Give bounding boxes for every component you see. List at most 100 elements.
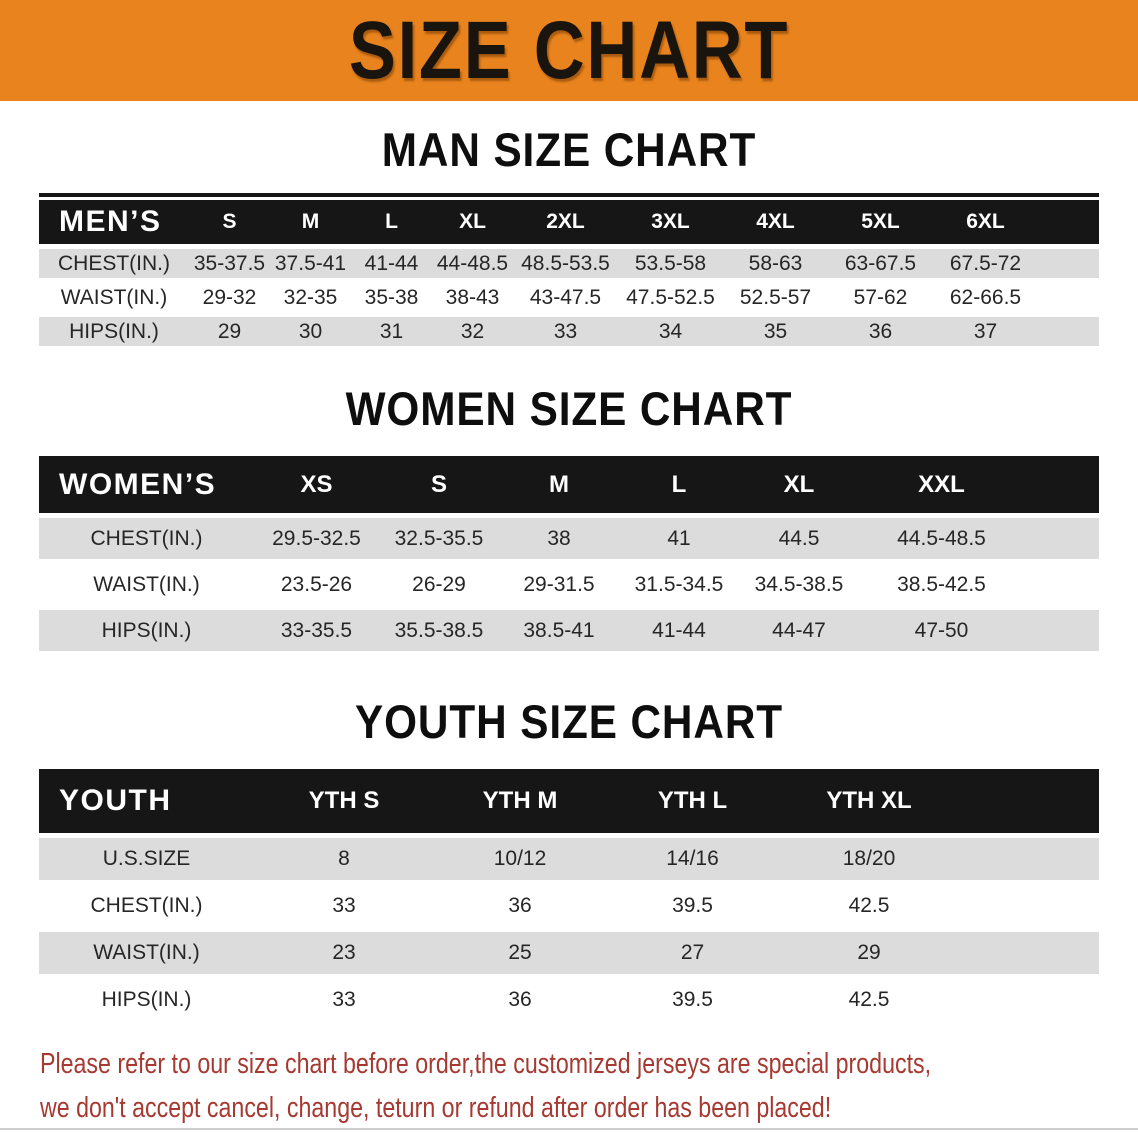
row-label: WAIST(IN.) xyxy=(39,280,189,317)
size-cell: 39.5 xyxy=(606,976,779,1026)
spacer-cell xyxy=(1038,314,1099,351)
table-row: WAIST(IN.) 29-32 32-35 35-38 38-43 43-47… xyxy=(39,280,1099,317)
women-section-heading: WOMEN SIZE CHART xyxy=(345,382,793,435)
spacer-cell xyxy=(959,929,1099,979)
size-cell: 38 xyxy=(499,515,619,564)
size-cell: 35.5-38.5 xyxy=(379,607,499,656)
size-cell: 27 xyxy=(606,929,779,979)
column-header: 5XL xyxy=(828,200,933,249)
size-cell: 41 xyxy=(619,515,739,564)
column-header: S xyxy=(379,456,499,518)
column-header: 4XL xyxy=(723,200,828,249)
size-cell: 23 xyxy=(254,929,434,979)
size-cell: 25 xyxy=(434,929,606,979)
spacer-cell xyxy=(1024,607,1099,656)
note-line-2: we don't accept cancel, change, teturn o… xyxy=(40,1092,832,1124)
size-cell: 8 xyxy=(254,835,434,885)
size-cell: 35-38 xyxy=(351,280,432,317)
size-cell: 36 xyxy=(434,976,606,1026)
youth-section-heading: YOUTH SIZE CHART xyxy=(354,695,784,748)
size-cell: 23.5-26 xyxy=(254,561,379,610)
size-cell: 34.5-38.5 xyxy=(739,561,859,610)
spacer-cell xyxy=(959,769,1099,838)
size-cell: 63-67.5 xyxy=(828,246,933,283)
men-table-wrap: MEN’S S M L XL 2XL 3XL 4XL 5XL 6XL CHEST… xyxy=(39,193,1099,351)
column-header: S xyxy=(189,200,270,249)
table-row: HIPS(IN.) 29 30 31 32 33 34 35 36 37 xyxy=(39,314,1099,351)
bottom-divider xyxy=(0,1128,1138,1130)
women-corner-label: WOMEN’S xyxy=(39,456,254,518)
spacer-cell xyxy=(959,835,1099,885)
size-cell: 34 xyxy=(618,314,723,351)
order-policy-note: Please refer to our size chart before or… xyxy=(40,1042,931,1130)
banner: SIZE CHART xyxy=(0,0,1138,101)
size-cell: 42.5 xyxy=(779,882,959,932)
spacer-cell xyxy=(1024,515,1099,564)
spacer-cell xyxy=(959,976,1099,1026)
size-cell: 42.5 xyxy=(779,976,959,1026)
column-header: YTH L xyxy=(606,769,779,838)
column-header: YTH XL xyxy=(779,769,959,838)
row-label: CHEST(IN.) xyxy=(39,515,254,564)
size-cell: 67.5-72 xyxy=(933,246,1038,283)
size-cell: 48.5-53.5 xyxy=(513,246,618,283)
size-cell: 33-35.5 xyxy=(254,607,379,656)
size-cell: 52.5-57 xyxy=(723,280,828,317)
size-cell: 38.5-42.5 xyxy=(859,561,1024,610)
men-table-topline xyxy=(39,193,1099,197)
size-cell: 38-43 xyxy=(432,280,513,317)
youth-header-row: YOUTH YTH S YTH M YTH L YTH XL xyxy=(39,769,1099,838)
size-cell: 29 xyxy=(189,314,270,351)
row-label: CHEST(IN.) xyxy=(39,882,254,932)
size-cell: 18/20 xyxy=(779,835,959,885)
size-cell: 30 xyxy=(270,314,351,351)
women-table-wrap: WOMEN’S XS S M L XL XXL CHEST(IN.) 29.5-… xyxy=(39,456,1099,656)
spacer-cell xyxy=(1024,456,1099,518)
size-cell: 53.5-58 xyxy=(618,246,723,283)
size-cell: 10/12 xyxy=(434,835,606,885)
size-cell: 47-50 xyxy=(859,607,1024,656)
table-row: WAIST(IN.) 23.5-26 26-29 29-31.5 31.5-34… xyxy=(39,561,1099,610)
size-cell: 32 xyxy=(432,314,513,351)
column-header: 6XL xyxy=(933,200,1038,249)
spacer-cell xyxy=(1024,561,1099,610)
size-cell: 29 xyxy=(779,929,959,979)
table-row: HIPS(IN.) 33-35.5 35.5-38.5 38.5-41 41-4… xyxy=(39,607,1099,656)
column-header: XL xyxy=(739,456,859,518)
size-cell: 33 xyxy=(254,882,434,932)
column-header: M xyxy=(499,456,619,518)
row-label: CHEST(IN.) xyxy=(39,246,189,283)
size-cell: 57-62 xyxy=(828,280,933,317)
youth-corner-label: YOUTH xyxy=(39,769,254,838)
size-cell: 35 xyxy=(723,314,828,351)
size-cell: 38.5-41 xyxy=(499,607,619,656)
size-cell: 37.5-41 xyxy=(270,246,351,283)
size-cell: 41-44 xyxy=(619,607,739,656)
men-corner-label: MEN’S xyxy=(39,200,189,249)
size-cell: 29-32 xyxy=(189,280,270,317)
column-header: L xyxy=(619,456,739,518)
men-header-row: MEN’S S M L XL 2XL 3XL 4XL 5XL 6XL xyxy=(39,200,1099,249)
row-label: HIPS(IN.) xyxy=(39,976,254,1026)
women-header-row: WOMEN’S XS S M L XL XXL xyxy=(39,456,1099,518)
youth-table-wrap: YOUTH YTH S YTH M YTH L YTH XL U.S.SIZE … xyxy=(39,769,1099,1026)
column-header: XS xyxy=(254,456,379,518)
size-cell: 37 xyxy=(933,314,1038,351)
size-cell: 36 xyxy=(434,882,606,932)
youth-size-table: YOUTH YTH S YTH M YTH L YTH XL U.S.SIZE … xyxy=(39,769,1099,1026)
size-cell: 44.5 xyxy=(739,515,859,564)
table-row: CHEST(IN.) 29.5-32.5 32.5-35.5 38 41 44.… xyxy=(39,515,1099,564)
table-row: WAIST(IN.) 23 25 27 29 xyxy=(39,929,1099,979)
row-label: HIPS(IN.) xyxy=(39,314,189,351)
column-header: YTH M xyxy=(434,769,606,838)
size-cell: 43-47.5 xyxy=(513,280,618,317)
men-section-heading: MAN SIZE CHART xyxy=(381,123,757,176)
size-cell: 32-35 xyxy=(270,280,351,317)
size-cell: 33 xyxy=(513,314,618,351)
size-cell: 32.5-35.5 xyxy=(379,515,499,564)
column-header: YTH S xyxy=(254,769,434,838)
size-cell: 31 xyxy=(351,314,432,351)
column-header: XXL xyxy=(859,456,1024,518)
women-size-table: WOMEN’S XS S M L XL XXL CHEST(IN.) 29.5-… xyxy=(39,456,1099,656)
